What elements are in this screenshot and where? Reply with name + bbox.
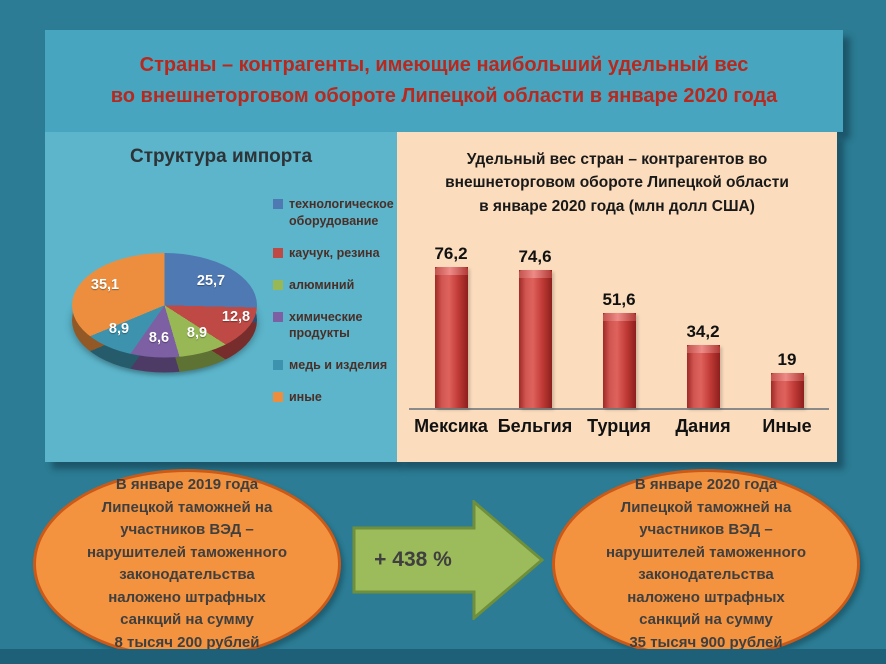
- legend-label: технологическое оборудование: [289, 197, 394, 228]
- bar-category-label: Мексика: [414, 416, 488, 436]
- growth-arrow-label: + 438 %: [374, 548, 452, 571]
- title-panel: Страны – контрагенты, имеющие наибольший…: [45, 30, 843, 132]
- legend-swatch: [273, 311, 283, 322]
- bar-column: 19: [745, 350, 829, 408]
- legend-label: медь и изделия: [289, 358, 388, 373]
- legend-swatch: [273, 247, 283, 258]
- bottom-shadow-strip: [0, 649, 886, 664]
- legend-swatch: [273, 199, 283, 209]
- bar: [434, 267, 468, 408]
- legend-swatch: [273, 392, 283, 403]
- import-heading: Структура импорта: [129, 146, 313, 167]
- bar-value-label: 76,2: [434, 244, 468, 263]
- summary-right-ellipse: В январе 2020 года Липецкой таможней на …: [552, 469, 860, 659]
- legend-label: алюминий: [289, 277, 355, 292]
- legend-label: химические продукты: [289, 309, 363, 341]
- legend-swatch: [273, 360, 283, 371]
- pie-value-label: 8,9: [186, 325, 208, 341]
- legend-label: иные: [289, 390, 322, 405]
- trade-chart-title: Удельный вес стран – контрагентов во вне…: [445, 151, 789, 215]
- summary-right-text: В январе 2020 года Липецкой таможней на …: [605, 476, 806, 651]
- legend-item: алюминий: [273, 277, 395, 294]
- bar-category-label: Дания: [675, 416, 731, 436]
- bar-category-row: Мексика Бельгия Турция Дания Иные: [409, 416, 829, 437]
- legend-item: иные: [273, 389, 395, 406]
- pie-value-label: 8,6: [148, 330, 170, 346]
- bar-top-bevel: [686, 345, 720, 353]
- import-panel: Структура импорта 25,7 12,8 8,9 8,6 8,9 35,1 …: [45, 132, 397, 462]
- pie-chart: 25,7 12,8 8,9 8,6 8,9 35,1: [72, 253, 257, 373]
- legend-item: технологическое оборудование: [273, 196, 395, 230]
- pie-value-label: 25,7: [196, 273, 226, 289]
- bar-value-label: 19: [777, 350, 797, 369]
- legend-item: медь и изделия: [273, 357, 395, 374]
- bar-plot-area: 76,2 74,6 51,6 34,2 19: [409, 240, 829, 410]
- summary-left-text: В январе 2019 года Липецкой таможней на …: [86, 476, 287, 651]
- legend-item: каучук, резина: [273, 245, 395, 262]
- bar: [770, 373, 804, 408]
- slide-title: Страны – контрагенты, имеющие наибольший…: [110, 54, 778, 107]
- pie-value-label: 35,1: [90, 277, 120, 293]
- pie-legend: технологическое оборудование каучук, рези…: [273, 196, 395, 406]
- summary-left-ellipse: В январе 2019 года Липецкой таможней на …: [33, 469, 341, 659]
- bar-top-bevel: [434, 267, 468, 275]
- bar-top-bevel: [770, 373, 804, 381]
- right-arrow-icon: [352, 500, 544, 620]
- pie-value-label: 12,8: [221, 309, 251, 325]
- bar-column: 76,2: [409, 244, 493, 408]
- pie-value-label: 8,9: [108, 321, 130, 337]
- bar-value-label: 74,6: [518, 247, 552, 266]
- bar-category-label: Турция: [587, 416, 651, 436]
- bar-column: 34,2: [661, 322, 745, 408]
- legend-swatch: [273, 279, 283, 290]
- bar-top-bevel: [518, 270, 552, 278]
- trade-panel: Удельный вес стран – контрагентов во вне…: [397, 132, 837, 462]
- bar-column: 51,6: [577, 290, 661, 408]
- bar-column: 74,6: [493, 247, 577, 408]
- bar: [518, 270, 552, 408]
- bar-top-bevel: [602, 313, 636, 321]
- bar-value-label: 51,6: [602, 290, 636, 309]
- bar-category-label: Иные: [762, 416, 812, 436]
- pie-top: [72, 253, 257, 358]
- bar-category-label: Бельгия: [497, 416, 573, 436]
- bar-value-label: 34,2: [686, 322, 720, 341]
- growth-arrow: + 438 %: [352, 500, 544, 620]
- bar: [602, 313, 636, 408]
- bar: [686, 345, 720, 408]
- legend-label: каучук, резина: [289, 245, 380, 260]
- legend-item: химические продукты: [273, 309, 395, 343]
